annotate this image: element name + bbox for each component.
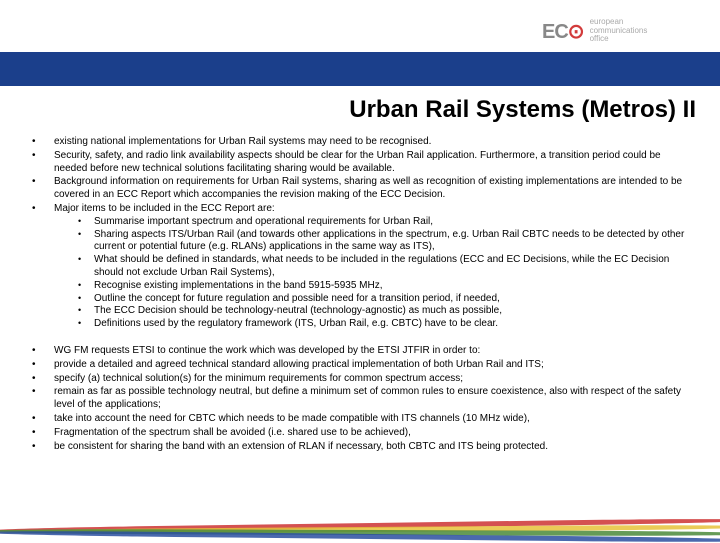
- bullet-item: existing national implementations for Ur…: [26, 136, 696, 149]
- logo-text-ec: EC: [542, 21, 568, 43]
- bullet-item: specify (a) technical solution(s) for th…: [26, 373, 696, 386]
- footer-decoration: [0, 518, 720, 540]
- content-area: existing national implementations for Ur…: [26, 136, 696, 454]
- bullet-item: be consistent for sharing the band with …: [26, 441, 696, 454]
- logo-line3: office: [590, 34, 609, 43]
- sub-bullet-item: What should be defined in standards, wha…: [76, 254, 696, 280]
- bullet-list-2: WG FM requests ETSI to continue the work…: [26, 345, 696, 453]
- sub-bullet-list: Summarise important spectrum and operati…: [54, 216, 696, 331]
- sub-bullet-item: Outline the concept for future regulatio…: [76, 293, 696, 306]
- logo-swirl-icon: ⊙: [568, 21, 584, 43]
- logo-mark: EC⊙: [542, 19, 584, 44]
- bullet-item: remain as far as possible technology neu…: [26, 386, 696, 412]
- bullet-text: Major items to be included in the ECC Re…: [54, 203, 275, 214]
- sub-bullet-item: The ECC Decision should be technology-ne…: [76, 305, 696, 318]
- bullet-list-1: existing national implementations for Ur…: [26, 136, 696, 331]
- bullet-item: WG FM requests ETSI to continue the work…: [26, 345, 696, 358]
- sub-bullet-item: Definitions used by the regulatory frame…: [76, 318, 696, 331]
- bullet-item: Background information on requirements f…: [26, 176, 696, 202]
- bullet-item: provide a detailed and agreed technical …: [26, 359, 696, 372]
- slide-title: Urban Rail Systems (Metros) II: [349, 96, 696, 124]
- logo-subtext: european communications office: [590, 18, 648, 43]
- sub-bullet-item: Recognise existing implementations in th…: [76, 280, 696, 293]
- logo: EC⊙ european communications office: [542, 14, 702, 48]
- sub-bullet-item: Summarise important spectrum and operati…: [76, 216, 696, 229]
- bullet-item: take into account the need for CBTC whic…: [26, 413, 696, 426]
- bullet-item: Security, safety, and radio link availab…: [26, 150, 696, 176]
- sub-bullet-item: Sharing aspects ITS/Urban Rail (and towa…: [76, 229, 696, 255]
- bullet-item: Fragmentation of the spectrum shall be a…: [26, 427, 696, 440]
- blue-band: [0, 52, 720, 86]
- bullet-item: Major items to be included in the ECC Re…: [26, 203, 696, 331]
